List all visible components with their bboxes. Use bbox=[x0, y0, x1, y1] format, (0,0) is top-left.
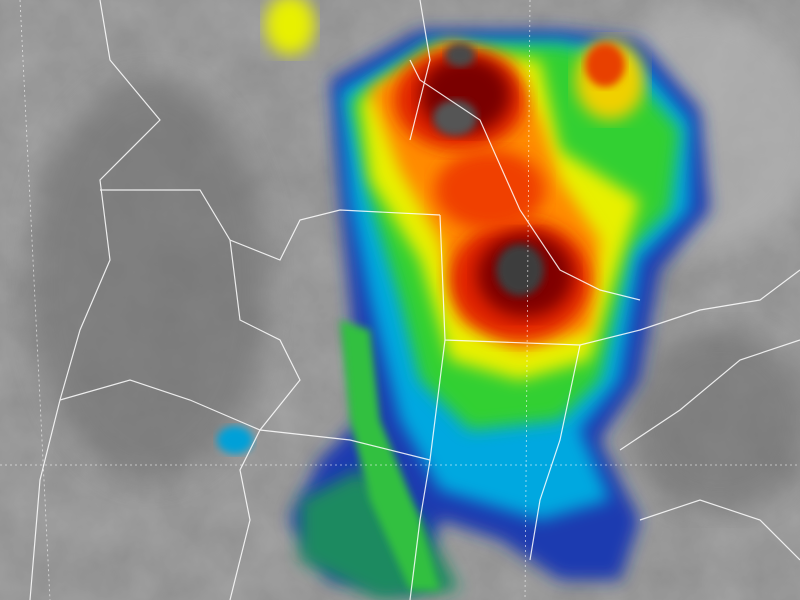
cold-top-north bbox=[433, 100, 477, 136]
border-lines bbox=[29, 0, 800, 600]
storm-system bbox=[217, 0, 710, 600]
cold-top-south bbox=[496, 244, 544, 296]
